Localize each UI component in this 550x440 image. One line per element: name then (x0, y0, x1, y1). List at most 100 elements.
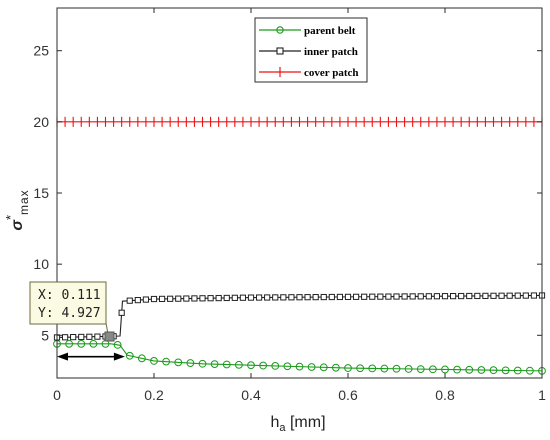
legend-entry-parent-belt: parent belt (259, 25, 356, 37)
data-point (234, 360, 243, 369)
data-point (186, 359, 195, 367)
y-axis-title-sub: max (17, 189, 31, 215)
data-point (319, 363, 328, 372)
datatip-y-label: Y: 4.927 (38, 306, 101, 321)
data-point (77, 339, 86, 348)
data-point (183, 295, 190, 302)
data-point (199, 295, 206, 302)
data-point (89, 339, 98, 348)
data-point (174, 358, 183, 367)
data-point (94, 333, 101, 340)
data-point (283, 362, 292, 371)
data-point (361, 293, 368, 300)
data-point (86, 333, 93, 340)
series-layer (53, 116, 546, 375)
y-tick-label: 5 (41, 327, 49, 343)
data-point (142, 296, 150, 303)
data-point (167, 295, 174, 302)
data-point (264, 294, 271, 301)
data-point (477, 366, 486, 374)
data-point (280, 294, 287, 301)
data-point (223, 294, 230, 302)
data-point (150, 357, 158, 365)
legend-marker-parent-belt (276, 26, 284, 34)
data-point (295, 362, 304, 371)
data-point (78, 333, 85, 341)
y-axis-title: σ*max (3, 189, 31, 230)
data-point (175, 295, 182, 302)
x-axis-title-main: h (270, 414, 279, 431)
data-point (307, 363, 316, 371)
data-point (65, 339, 74, 348)
data-point (513, 366, 522, 375)
data-point (247, 294, 255, 301)
data-point (328, 293, 335, 301)
data-point (126, 297, 133, 304)
data-point (425, 293, 432, 300)
data-point (474, 292, 481, 300)
data-point (380, 364, 389, 373)
data-point (336, 293, 344, 301)
data-point (393, 293, 400, 300)
x-tick-label: 0.4 (241, 387, 261, 403)
legend-label-cover-patch: cover patch (304, 67, 358, 79)
data-point (344, 293, 352, 300)
data-point (458, 292, 465, 300)
data-point (498, 292, 505, 299)
y-tick-label: 10 (33, 256, 49, 272)
y-tick-label: 20 (33, 114, 49, 130)
data-point (465, 365, 474, 374)
series-inner-patch (53, 292, 546, 341)
y-tick-label: 25 (33, 43, 49, 59)
data-point (416, 365, 425, 374)
data-point (134, 297, 141, 304)
x-tick-label: 0.8 (435, 387, 455, 403)
data-point (489, 366, 498, 375)
data-point (369, 293, 376, 300)
data-point (441, 293, 449, 300)
x-tick-label: 0.2 (144, 387, 164, 403)
data-point (356, 364, 365, 373)
data-point (466, 292, 473, 300)
data-point (288, 294, 295, 301)
datatip-x-label: X: 0.111 (38, 288, 101, 303)
data-point (296, 294, 303, 301)
data-point (222, 360, 231, 369)
data-point (352, 293, 360, 300)
series-line-parent-belt (57, 343, 543, 372)
data-point (113, 340, 122, 349)
data-point (368, 364, 377, 373)
data-point (514, 292, 521, 299)
legend-label-parent-belt: parent belt (304, 25, 356, 37)
data-point (259, 361, 268, 370)
data-point (392, 364, 401, 373)
datatip[interactable]: X: 0.111 Y: 4.927 (29, 281, 115, 342)
data-point (417, 293, 424, 300)
data-point (125, 351, 134, 360)
x-tick-label: 0 (53, 387, 61, 403)
data-point (118, 309, 125, 316)
data-point (150, 295, 158, 303)
data-point (198, 359, 207, 368)
data-point (428, 365, 437, 374)
data-point (210, 360, 219, 369)
data-point (441, 365, 449, 374)
data-point (501, 366, 510, 375)
data-point (191, 295, 198, 302)
data-point (453, 365, 462, 374)
datatip-marker[interactable] (104, 331, 115, 342)
data-point (231, 294, 238, 301)
data-point (70, 334, 77, 341)
data-point (215, 294, 222, 302)
legend: parent belt inner patch cover patch (254, 17, 368, 83)
data-point (385, 293, 392, 300)
datatip-box[interactable] (29, 281, 107, 325)
y-axis-title-main: σ (9, 219, 26, 231)
data-point (433, 293, 441, 300)
x-axis-title-sub: a (279, 422, 286, 434)
data-point (137, 354, 146, 363)
legend-entry-cover-patch: cover patch (259, 67, 358, 79)
x-axis-title-unit: [mm] (286, 414, 326, 431)
